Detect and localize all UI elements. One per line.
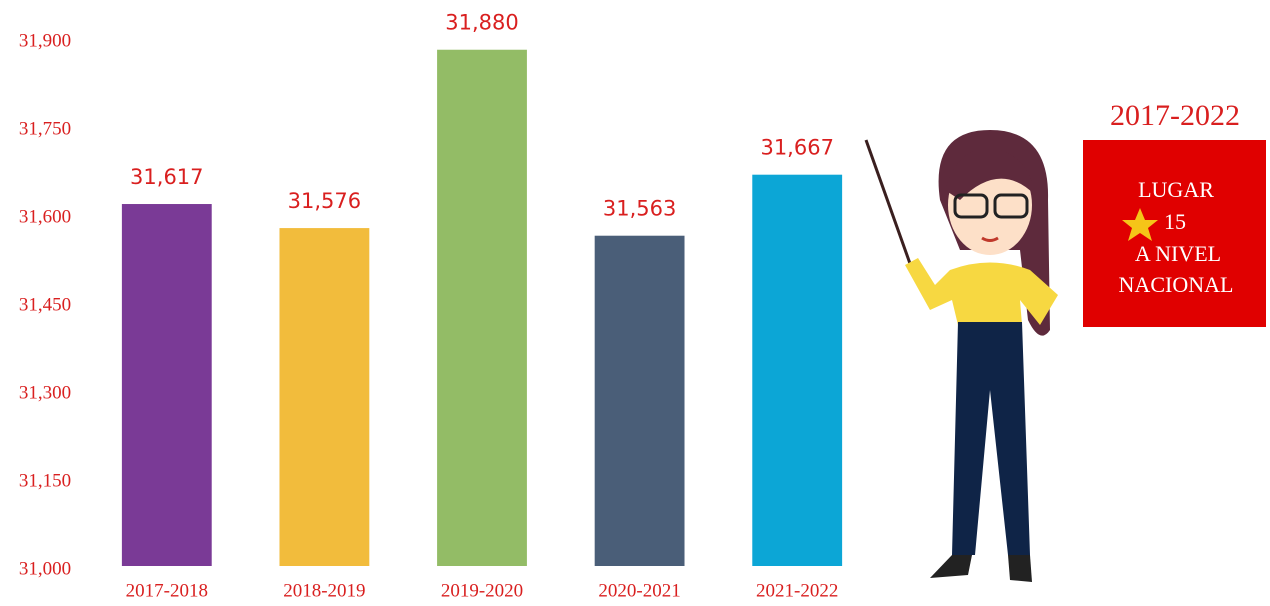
x-tick-label: 2017-2018 xyxy=(126,580,208,601)
bar xyxy=(752,174,843,566)
y-tick-label: 31,150 xyxy=(19,470,71,491)
bar xyxy=(437,49,527,566)
y-tick-label: 31,600 xyxy=(19,206,71,227)
bar xyxy=(121,204,212,566)
bar xyxy=(279,228,370,566)
teacher-illustration xyxy=(864,130,1058,582)
value-label: 31,563 xyxy=(603,197,676,221)
value-label: 31,617 xyxy=(130,165,203,189)
x-tick-label: 2018-2019 xyxy=(283,580,365,601)
x-tick-label: 2021-2022 xyxy=(756,580,838,601)
y-tick-label: 31,000 xyxy=(19,558,71,579)
y-tick-label: 31,300 xyxy=(19,382,71,403)
annotation-line: NACIONAL xyxy=(1119,272,1234,297)
value-label: 31,880 xyxy=(445,11,518,35)
y-tick-label: 31,750 xyxy=(19,118,71,139)
value-label: 31,576 xyxy=(288,189,361,213)
y-tick-label: 31,900 xyxy=(19,30,71,51)
y-tick-label: 31,450 xyxy=(19,294,71,315)
annotation-line: 15 xyxy=(1164,209,1186,234)
annotation-line: LUGAR xyxy=(1138,177,1214,202)
bar xyxy=(594,235,685,566)
x-tick-label: 2019-2020 xyxy=(441,580,523,601)
value-label: 31,667 xyxy=(760,136,833,160)
x-tick-label: 2020-2021 xyxy=(598,580,680,601)
annotation-line: A NIVEL xyxy=(1135,241,1221,266)
annotation-title: 2017-2022 xyxy=(1110,99,1240,132)
annotation-box xyxy=(1083,140,1266,327)
star-icon xyxy=(1122,208,1158,241)
